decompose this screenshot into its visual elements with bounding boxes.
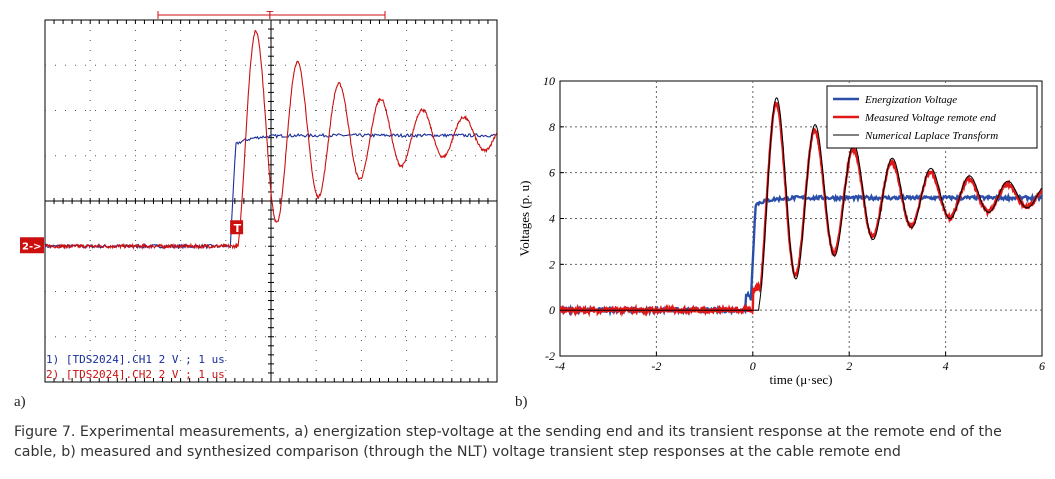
x-tick-label: 6	[1039, 359, 1045, 373]
figure-caption: Figure 7. Experimental measurements, a) …	[14, 424, 1002, 460]
legend-entry: Numerical Laplace Transform	[864, 130, 998, 142]
nlt-line	[560, 97, 1042, 311]
panel-b-label: b)	[515, 394, 528, 410]
x-tick-label: -4	[555, 359, 565, 373]
trigger-window-label: T	[266, 9, 274, 22]
legend-entry: Measured Voltage remote end	[864, 112, 996, 124]
ch2-remote-end-trace	[44, 29, 498, 251]
y-tick-label: 4	[549, 212, 555, 226]
x-tick-label: 4	[943, 359, 949, 373]
y-tick-label: 8	[549, 120, 555, 134]
channel-marker-box	[20, 237, 44, 254]
y-axis-label: Voltages (p. u)	[517, 181, 532, 257]
trigger-marker-label: T	[234, 222, 242, 235]
channel-marker-label: 2->	[22, 241, 42, 252]
legend-box	[826, 85, 1038, 149]
x-tick-label: -2	[651, 359, 661, 373]
panel-a-label: a)	[14, 394, 26, 410]
y-tick-label: 2	[549, 257, 555, 271]
x-axis-label: time (μ·sec)	[770, 372, 833, 387]
ch1-readout: 1) [TDS2024].CH1 2 V ; 1 us	[46, 353, 225, 366]
y-tick-label: 10	[543, 74, 555, 88]
x-tick-label: 2	[846, 359, 852, 373]
y-tick-label: -2	[545, 349, 555, 363]
y-tick-label: 6	[549, 166, 555, 180]
ch2-readout: 2) [TDS2024].CH2 2 V ; 1 us	[46, 368, 225, 381]
oscilloscope-chart: T T 2-> 1) [TDS2024].CH1 2 V ; 1 us 2) [TDS2…	[20, 9, 498, 383]
trigger-marker-box	[230, 220, 244, 235]
x-tick-label: 0	[750, 359, 756, 373]
y-tick-label: 0	[549, 303, 555, 317]
legend-entry: Energization Voltage	[864, 94, 957, 106]
